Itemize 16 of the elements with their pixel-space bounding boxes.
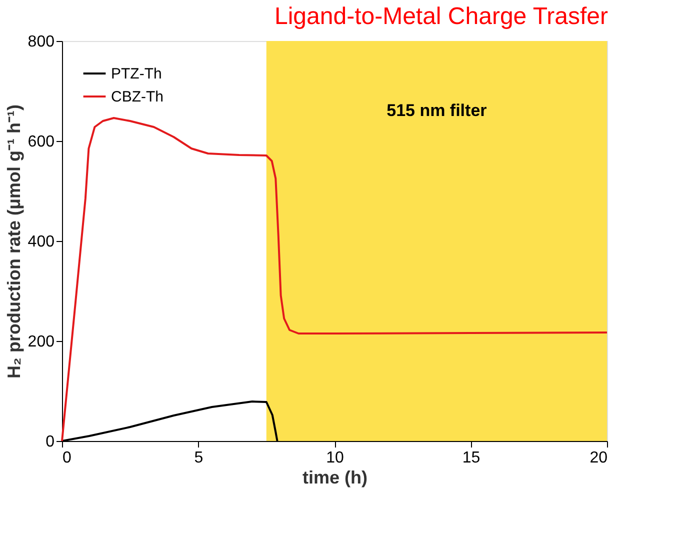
y-tick-label: 0 — [46, 434, 55, 450]
x-tick-label: 0 — [62, 450, 72, 466]
x-tick-label: 10 — [326, 450, 344, 466]
y-tick-label: 600 — [28, 134, 55, 150]
y-tick-label: 200 — [28, 334, 55, 350]
chart-title: Ligand-to-Metal Charge Trasfer — [274, 3, 608, 30]
x-tick-label: 5 — [194, 450, 204, 466]
x-tick-label: 20 — [590, 450, 608, 466]
y-axis-title: H₂ production rate (μmol g⁻¹ h⁻¹) — [4, 104, 24, 378]
y-tick-label: 800 — [28, 34, 55, 50]
legend-label: PTZ-Th — [111, 66, 162, 82]
x-tick-label: 15 — [462, 450, 480, 466]
y-tick-label: 400 — [28, 234, 55, 250]
legend-label: CBZ-Th — [111, 88, 164, 106]
x-axis-title: time (h) — [302, 468, 368, 488]
band-label: 515 nm filter — [386, 101, 488, 120]
